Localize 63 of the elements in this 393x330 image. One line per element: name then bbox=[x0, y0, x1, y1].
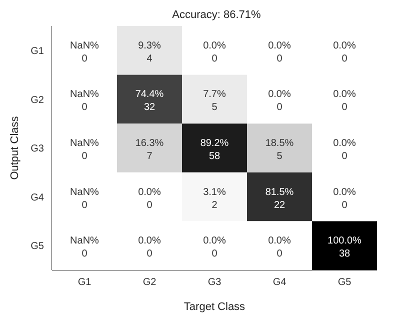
x-tick-label: G3 bbox=[208, 277, 222, 288]
annotation: 38 bbox=[338, 248, 350, 260]
annotation: 0 bbox=[342, 200, 348, 211]
annotation: 0 bbox=[342, 151, 348, 162]
annotation: 0 bbox=[146, 200, 153, 211]
y-tick-label: G1 bbox=[30, 46, 44, 57]
annotation: 5 bbox=[212, 102, 218, 114]
annotation: 32 bbox=[144, 102, 156, 114]
data-label: 0.0% bbox=[138, 236, 162, 247]
data-label: 0.0% bbox=[203, 236, 226, 247]
annotation: 0 bbox=[82, 53, 88, 64]
annotation: 2 bbox=[212, 200, 218, 211]
annotation: 0 bbox=[276, 53, 283, 64]
annotation: 0 bbox=[212, 53, 218, 64]
annotation: 0 bbox=[212, 248, 218, 260]
data-label: 74.4% bbox=[135, 89, 164, 100]
x-axis-title: Target Class bbox=[184, 301, 246, 313]
data-label: 0.0% bbox=[333, 89, 356, 100]
annotation: 0 bbox=[82, 102, 88, 114]
data-label: 0.0% bbox=[333, 186, 356, 198]
data-label: 0.0% bbox=[268, 236, 292, 247]
text: NaN% bbox=[70, 89, 99, 100]
annotation: 0 bbox=[342, 53, 348, 64]
data-label: 89.2% bbox=[200, 138, 229, 149]
data-label: 0.0% bbox=[138, 186, 162, 198]
annotation: 0 bbox=[276, 248, 283, 260]
chart-title: Accuracy: 86.71% bbox=[171, 8, 262, 22]
data-label: 0.0% bbox=[203, 40, 226, 52]
annotation: 22 bbox=[274, 200, 286, 211]
annotation: 0 bbox=[146, 248, 153, 260]
annotation: 0 bbox=[342, 102, 348, 114]
annotation: 58 bbox=[208, 151, 220, 162]
x-tick-label: G4 bbox=[272, 277, 287, 288]
data-label: 3.1% bbox=[203, 186, 226, 198]
data-label: 9.3% bbox=[138, 40, 162, 52]
annotation: 5 bbox=[276, 151, 283, 162]
data-label: 7.7% bbox=[203, 89, 226, 100]
annotation: 0 bbox=[276, 102, 283, 114]
y-tick-label: G4 bbox=[30, 192, 44, 204]
annotation: 7 bbox=[146, 151, 153, 162]
data-label: 18.5% bbox=[265, 138, 294, 149]
data-label: 0.0% bbox=[333, 40, 356, 52]
data-label: 100.0% bbox=[328, 236, 362, 247]
data-label: 0.0% bbox=[268, 40, 292, 52]
x-tick-label: G5 bbox=[338, 277, 352, 288]
y-tick-label: G3 bbox=[30, 144, 44, 155]
y-tick-label: G2 bbox=[30, 94, 44, 106]
data-label: 16.3% bbox=[135, 138, 164, 149]
y-axis-title: Output Class bbox=[8, 116, 21, 180]
text: NaN% bbox=[70, 40, 99, 52]
annotation: 0 bbox=[82, 151, 88, 162]
text: NaN% bbox=[70, 186, 99, 198]
annotation: 0 bbox=[82, 248, 88, 260]
annotation: 4 bbox=[146, 53, 153, 64]
data-label: 81.5% bbox=[265, 186, 294, 198]
x-tick-label: G1 bbox=[78, 277, 92, 288]
x-tick-label: G2 bbox=[142, 277, 157, 288]
text: NaN% bbox=[70, 236, 99, 247]
data-label: 0.0% bbox=[333, 138, 356, 149]
y-tick-label: G5 bbox=[30, 241, 44, 252]
data-label: 0.0% bbox=[268, 89, 292, 100]
text: NaN% bbox=[70, 138, 99, 149]
annotation: 0 bbox=[82, 200, 88, 211]
